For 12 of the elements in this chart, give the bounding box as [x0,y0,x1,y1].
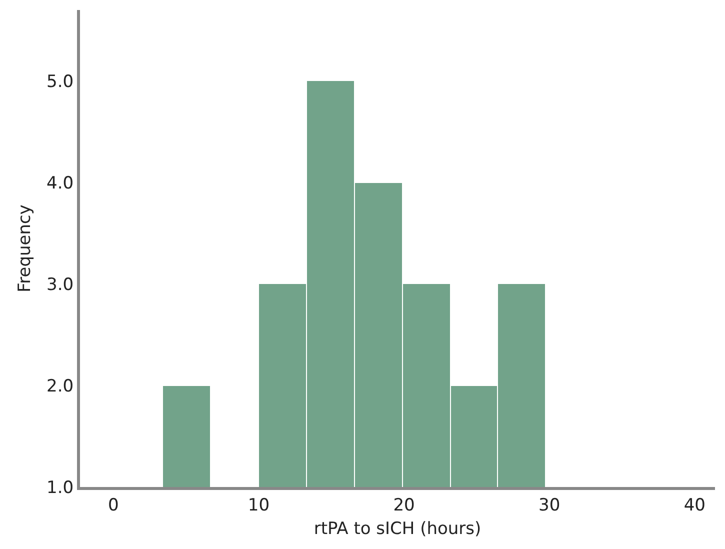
x-axis-title: rtPA to sICH (hours) [314,518,482,539]
x-tick-label: 10 [248,495,270,516]
x-tick-label: 0 [108,495,119,516]
y-axis-title: Frequency [15,204,36,292]
y-tick-label: 3.0 [46,274,74,295]
y-tick-label: 2.0 [46,376,74,396]
x-tick-label: 20 [393,495,415,516]
x-tick-label: 30 [538,495,560,516]
y-tick-label: 4.0 [46,173,74,194]
x-tick-label: 40 [684,495,706,516]
y-tick-label: 5.0 [46,72,74,92]
y-tick-label: 1.0 [46,478,74,498]
